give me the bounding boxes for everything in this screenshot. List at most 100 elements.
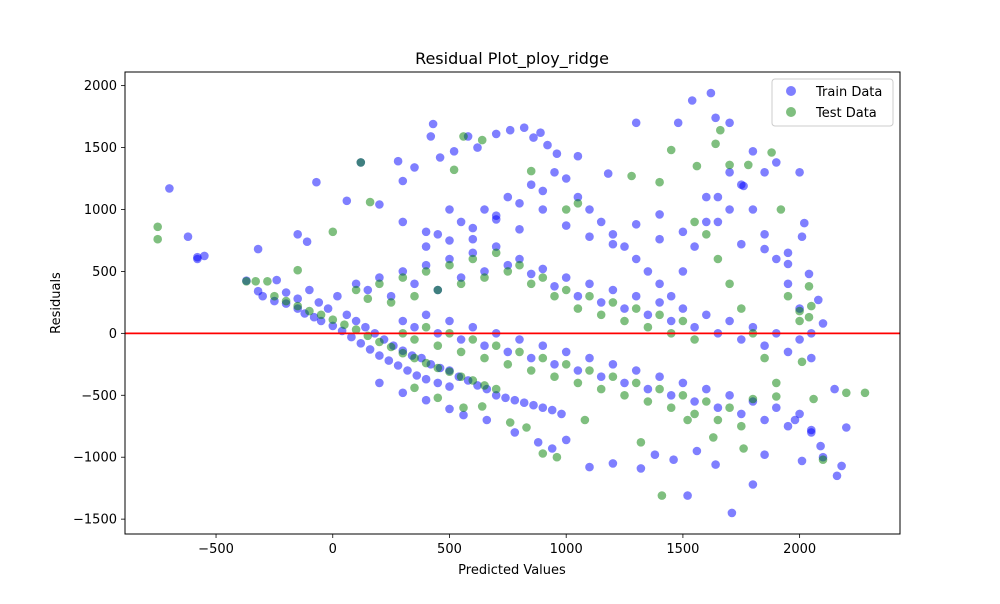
data-point: [421, 374, 431, 384]
data-point: [456, 372, 466, 382]
data-point: [270, 291, 279, 301]
data-point: [480, 353, 489, 363]
data-point: [365, 197, 375, 207]
data-point: [832, 471, 842, 481]
data-point: [550, 168, 559, 177]
data-point: [795, 316, 804, 326]
data-point: [573, 304, 583, 313]
data-point: [550, 291, 559, 301]
data-point: [643, 267, 653, 276]
data-point: [258, 291, 268, 301]
data-point: [410, 353, 419, 363]
y-tick-label: 2000: [84, 79, 117, 94]
data-point: [772, 158, 781, 167]
data-point: [398, 388, 408, 398]
data-point: [748, 322, 758, 332]
data-point: [456, 335, 466, 344]
data-point: [673, 118, 683, 128]
data-point: [713, 415, 723, 425]
data-point: [538, 449, 548, 458]
data-point: [760, 341, 769, 351]
y-axis-label: Residuals: [49, 272, 64, 334]
data-point: [342, 310, 352, 320]
data-point: [737, 335, 746, 344]
data-point: [702, 310, 711, 320]
data-point: [491, 341, 501, 351]
data-point: [393, 156, 403, 166]
data-point: [428, 119, 438, 129]
data-point: [491, 129, 501, 139]
data-point: [459, 410, 468, 420]
data-point: [573, 199, 583, 208]
data-point: [515, 260, 524, 270]
data-point: [631, 378, 641, 388]
data-point: [725, 118, 734, 128]
data-point: [655, 298, 664, 307]
data-point: [375, 378, 384, 388]
data-point: [713, 217, 723, 227]
plot-area: [124, 71, 901, 535]
data-point: [526, 180, 536, 189]
data-point: [398, 267, 408, 276]
data-point: [636, 464, 646, 473]
data-point: [251, 277, 260, 286]
data-point: [783, 248, 793, 258]
x-tick-label: 1500: [666, 542, 699, 557]
data-point: [706, 88, 716, 98]
data-point: [713, 403, 723, 413]
data-point: [480, 273, 489, 282]
data-point: [795, 335, 804, 344]
x-tick-label: 1000: [550, 542, 583, 557]
data-point: [314, 298, 324, 307]
data-point: [543, 140, 552, 150]
data-point: [529, 133, 538, 142]
data-point: [678, 304, 688, 313]
data-point: [702, 384, 711, 394]
data-point: [547, 444, 557, 453]
data-point: [655, 234, 664, 244]
data-point: [515, 347, 524, 357]
x-axis-label: Predicted Values: [458, 563, 566, 578]
data-point: [398, 273, 408, 282]
data-point: [433, 393, 443, 403]
data-point: [480, 341, 489, 351]
data-point: [737, 180, 746, 189]
data-point: [814, 295, 823, 305]
data-point: [666, 291, 676, 301]
data-point: [445, 260, 454, 270]
legend-marker-train: [786, 86, 796, 96]
data-point: [529, 400, 538, 410]
data-point: [585, 462, 594, 472]
data-point: [501, 393, 510, 403]
data-point: [426, 132, 436, 141]
data-point: [561, 174, 571, 183]
data-point: [421, 260, 431, 270]
data-point: [435, 153, 445, 162]
data-point: [783, 279, 793, 289]
data-point: [800, 218, 809, 228]
data-point: [804, 282, 814, 291]
data-point: [302, 237, 312, 246]
data-point: [242, 277, 251, 286]
data-point: [860, 388, 870, 398]
data-point: [361, 322, 370, 332]
data-point: [830, 384, 839, 394]
data-point: [340, 320, 349, 330]
data-point: [580, 415, 590, 425]
data-point: [522, 423, 531, 432]
data-point: [538, 403, 548, 413]
data-point: [410, 279, 419, 289]
data-point: [410, 383, 419, 393]
data-point: [193, 252, 202, 262]
data-point: [491, 384, 501, 394]
data-point: [410, 163, 419, 172]
data-point: [783, 347, 793, 357]
data-point: [386, 291, 396, 301]
data-point: [410, 291, 419, 301]
plot-frame: [124, 71, 901, 535]
x-tick-label: 0: [329, 542, 337, 557]
data-point: [692, 446, 702, 456]
legend-label-test: Test Data: [815, 106, 877, 121]
data-point: [410, 322, 419, 332]
data-point: [351, 285, 361, 295]
